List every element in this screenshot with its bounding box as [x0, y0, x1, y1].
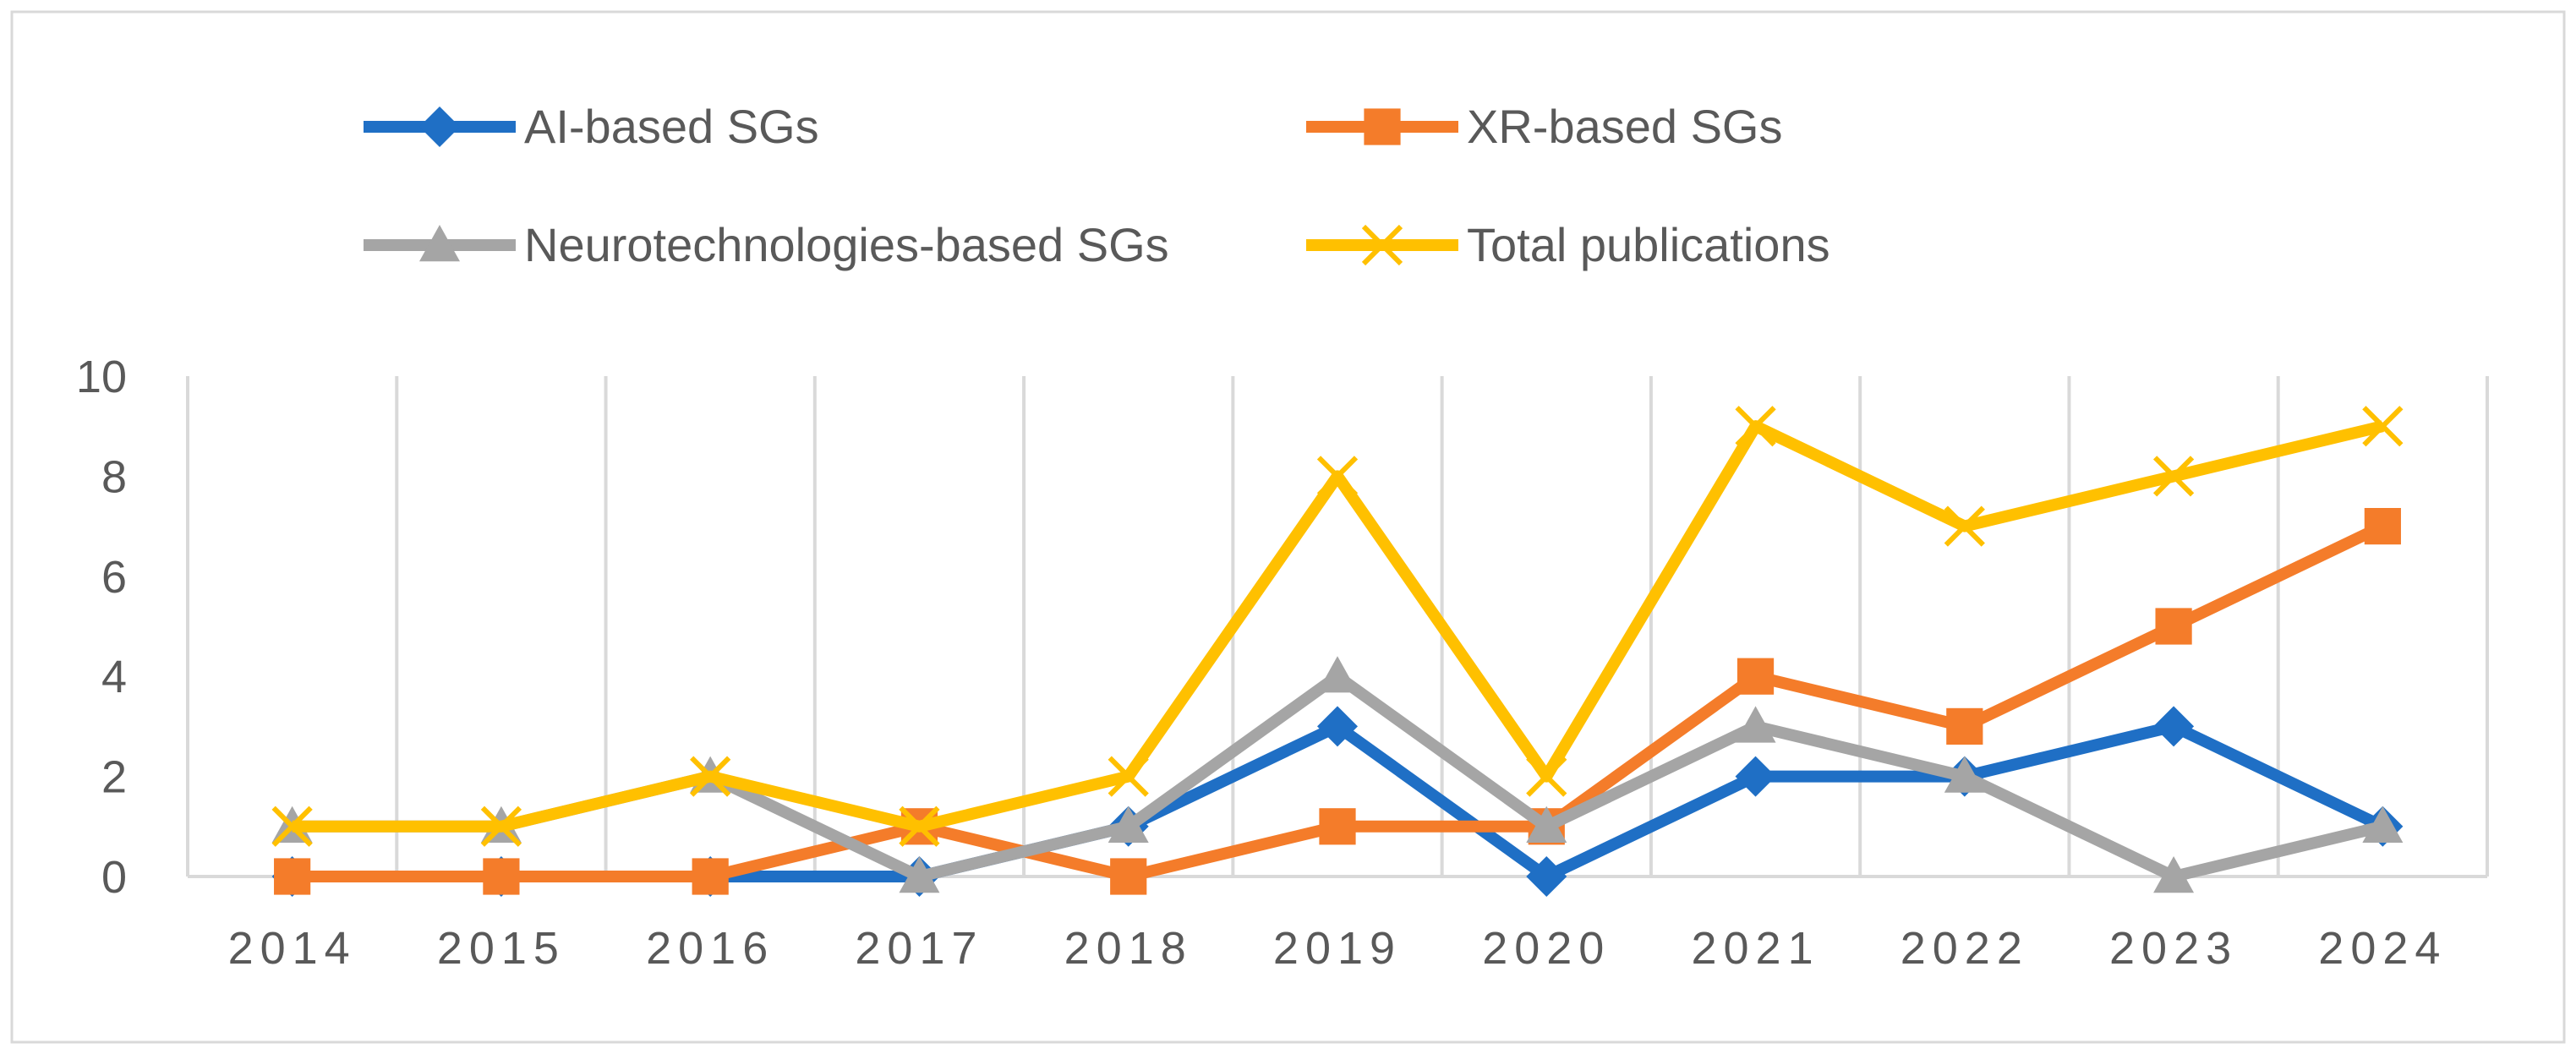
- x-tick-label: 2024: [2318, 923, 2447, 974]
- square-marker: [274, 858, 311, 895]
- y-tick-label: 10: [76, 352, 127, 402]
- square-marker: [1736, 658, 1775, 695]
- diamond-marker: [1317, 706, 1358, 747]
- y-tick-label: 4: [101, 652, 127, 702]
- x-tick-label: 2014: [228, 923, 357, 974]
- chart-border: [10, 10, 2566, 1044]
- square-marker: [1110, 858, 1147, 895]
- x-marker: [690, 756, 731, 797]
- axes: 0 2 4 6 8 10 2014 2015 2016 2017 2018 2019 2020 2021 2…: [76, 352, 2487, 974]
- square-marker: [1364, 108, 1401, 145]
- y-tick-label: 6: [101, 552, 127, 603]
- x-marker: [1108, 756, 1149, 797]
- triangle-marker: [1108, 806, 1149, 843]
- x-marker: [1316, 456, 1359, 497]
- triangle-marker: [2153, 856, 2195, 893]
- triangle-marker: [899, 856, 940, 893]
- legend-label: AI-based SGs: [524, 100, 819, 153]
- x-tick-label: 2015: [437, 923, 566, 974]
- square-marker: [483, 858, 520, 895]
- triangle-marker: [2362, 806, 2404, 843]
- triangle-marker: [1526, 806, 1567, 843]
- x-marker: [1735, 406, 1776, 447]
- x-marker: [1361, 224, 1403, 266]
- square-marker: [692, 858, 729, 895]
- diamond-marker: [1526, 856, 1567, 897]
- x-marker: [2152, 456, 2195, 497]
- x-marker: [899, 806, 940, 847]
- x-marker: [2362, 406, 2404, 447]
- legend-label: Total publications: [1467, 218, 1830, 271]
- square-marker: [2155, 608, 2192, 645]
- y-tick-label: 0: [101, 852, 127, 903]
- x-tick-label: 2016: [646, 923, 774, 974]
- triangle-marker: [1944, 756, 1985, 793]
- triangle-marker: [419, 225, 460, 262]
- x-tick-label: 2020: [1482, 923, 1611, 974]
- diamond-marker: [1735, 756, 1776, 797]
- x-marker: [1526, 756, 1567, 797]
- triangle-marker: [1317, 656, 1358, 693]
- x-tick-label: 2021: [1691, 923, 1819, 974]
- legend-label: Neurotechnologies-based SGs: [524, 218, 1169, 271]
- triangle-marker: [1735, 706, 1776, 743]
- x-tick-label: 2019: [1273, 923, 1402, 974]
- x-marker: [480, 806, 522, 847]
- square-marker: [1319, 808, 1356, 845]
- x-marker: [271, 806, 313, 847]
- x-tick-label: 2018: [1064, 923, 1193, 974]
- y-tick-label: 8: [101, 451, 127, 502]
- series-group: [271, 406, 2404, 897]
- square-marker: [2364, 508, 2401, 545]
- diamond-marker: [419, 106, 460, 147]
- y-tick-label: 2: [101, 752, 127, 803]
- legend: AI-based SGs XR-based SGs Neurotechnologie…: [364, 100, 1830, 271]
- legend-label: XR-based SGs: [1467, 100, 1783, 153]
- x-tick-label: 2017: [855, 923, 983, 974]
- square-marker: [1946, 707, 1983, 745]
- diamond-marker: [2153, 706, 2195, 747]
- x-tick-label: 2023: [2109, 923, 2238, 974]
- x-marker: [1944, 505, 1985, 547]
- x-tick-label: 2022: [1901, 923, 2029, 974]
